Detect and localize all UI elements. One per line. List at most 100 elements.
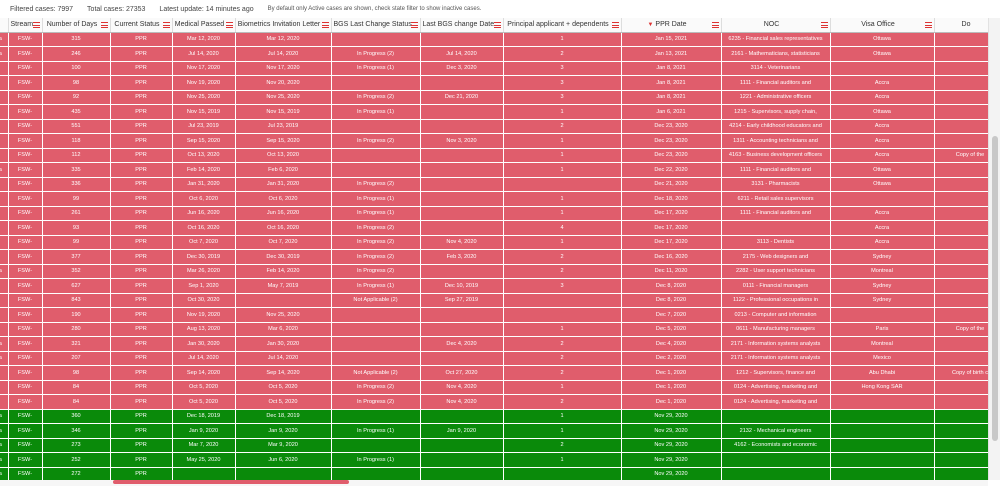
table-row[interactable]: FSW- 99 PPR Oct 6, 2020 Oct 6, 2020 In Progre… (0, 191, 988, 207)
table-cell: FSW- (8, 61, 43, 76)
column-header-2[interactable]: Number of Days (42, 18, 111, 33)
table-row[interactable]: FSW- 261 PPR Jun 16, 2020 Jun 16, 2020 In Pro… (0, 206, 988, 221)
table-cell: a (0, 467, 9, 480)
table-cell (0, 191, 9, 207)
table-cell: FSW- (8, 438, 43, 453)
column-header-11[interactable]: Visa Office (830, 18, 935, 33)
column-header-9[interactable]: ▼ PPR Date (621, 18, 722, 33)
vertical-scrollbar-thumb[interactable] (992, 136, 998, 441)
table-cell: Montreal (830, 264, 935, 279)
table-row[interactable]: FSW- 93 PPR Oct 16, 2020 Oct 16, 2020 In Prog… (0, 220, 988, 236)
table-cell: In Progress (2) (331, 177, 421, 192)
column-header-4[interactable]: Medical Passed (172, 18, 236, 33)
column-header-5[interactable]: Biometrics Invitation Letter (235, 18, 332, 33)
table-cell: Dec 17, 2020 (621, 235, 722, 250)
column-header-12[interactable]: Do (934, 18, 988, 33)
table-cell (420, 177, 504, 192)
table-cell: Sydney (830, 293, 935, 308)
table-cell: 118 (42, 133, 111, 149)
table-cell: Dec 11, 2020 (621, 264, 722, 279)
table-row[interactable]: FSW- 190 PPR Nov 19, 2020 Nov 25, 2020 Dec 7,… (0, 307, 988, 323)
table-cell (830, 61, 935, 76)
vertical-scrollbar[interactable] (988, 18, 1000, 480)
table-row[interactable]: FSW- 118 PPR Sep 15, 2020 Sep 15, 2020 In Pro… (0, 133, 988, 149)
table-row[interactable]: FSW- 627 PPR Sep 1, 2020 May 7, 2019 In Progr… (0, 278, 988, 294)
column-menu-icon[interactable] (32, 22, 40, 28)
table-cell: In Progress (1) (331, 423, 421, 439)
table-cell: PPR (110, 452, 173, 468)
table-cell: 99 (42, 235, 111, 250)
table-cell: Nov 19, 2020 (172, 307, 236, 323)
column-menu-icon[interactable] (711, 22, 719, 28)
table-row[interactable]: FSW- 336 PPR Jan 31, 2020 Jan 31, 2020 In Pro… (0, 177, 988, 192)
column-header-0[interactable] (0, 18, 9, 33)
table-cell: 3 (503, 75, 622, 91)
horizontal-scrollbar[interactable] (0, 480, 988, 486)
table-cell: PPR (110, 119, 173, 134)
column-header-8[interactable]: Principal applicant + dependents (503, 18, 622, 33)
table-row[interactable]: FSW- 98 PPR Nov 19, 2020 Nov 20, 2020 3 Jan 8,… (0, 75, 988, 91)
table-cell (0, 249, 9, 265)
column-menu-icon[interactable] (100, 22, 108, 28)
column-header-7[interactable]: Last BGS change Date (420, 18, 504, 33)
column-menu-icon[interactable] (820, 22, 828, 28)
table-cell: 3 (503, 61, 622, 76)
table-cell (331, 32, 421, 47)
table-cell: Not Applicable (2) (331, 293, 421, 308)
column-menu-icon[interactable] (225, 22, 233, 28)
column-header-6[interactable]: BGS Last Change Status (331, 18, 421, 33)
table-row[interactable]: FSW- 551 PPR Jul 23, 2019 Jul 23, 2019 2 Dec 2… (0, 119, 988, 134)
table-cell: 1122 - Professional occupations in (721, 293, 831, 308)
table-cell (0, 119, 9, 134)
table-cell: May 7, 2019 (235, 278, 332, 294)
table-cell: Nov 29, 2020 (621, 452, 722, 468)
table-row[interactable]: FSW- 99 PPR Oct 7, 2020 Oct 7, 2020 In Progre… (0, 235, 988, 250)
table-cell: 321 (42, 336, 111, 352)
column-menu-icon[interactable] (162, 22, 170, 28)
column-header-10[interactable]: NOC (721, 18, 831, 33)
table-cell: Sydney (830, 278, 935, 294)
table-cell: 252 (42, 452, 111, 468)
table-cell (0, 148, 9, 163)
table-cell: Dec 21, 2020 (621, 177, 722, 192)
table-cell: Ottawa (830, 46, 935, 62)
table-row[interactable]: FSW- 100 PPR Nov 17, 2020 Nov 17, 2020 In Pro… (0, 61, 988, 76)
table-row[interactable]: FSW- 92 PPR Nov 25, 2020 Nov 25, 2020 In Prog… (0, 90, 988, 105)
table-row[interactable]: FSW- 98 PPR Sep 14, 2020 Sep 14, 2020 Not App… (0, 365, 988, 381)
table-cell: 98 (42, 75, 111, 91)
column-menu-icon[interactable] (611, 22, 619, 28)
table-cell: a (0, 32, 9, 47)
column-menu-icon[interactable] (924, 22, 932, 28)
horizontal-scrollbar-thumb[interactable] (113, 480, 349, 484)
table-row[interactable]: FSW- 112 PPR Oct 13, 2020 Oct 13, 2020 1 Dec 2… (0, 148, 988, 163)
table-cell: 1 (503, 162, 622, 178)
table-row[interactable]: FSW- 377 PPR Dec 30, 2019 Dec 30, 2019 In Pro… (0, 249, 988, 265)
table-cell: 1221 - Administrative officers (721, 90, 831, 105)
table-row[interactable]: FSW- 435 PPR Nov 15, 2019 Nov 15, 2019 In Pro… (0, 104, 988, 120)
column-header-1[interactable]: Stream (8, 18, 43, 33)
table-cell (934, 46, 988, 62)
column-menu-icon[interactable] (493, 22, 501, 28)
column-menu-icon[interactable] (321, 22, 329, 28)
table-cell: Nov 4, 2020 (420, 235, 504, 250)
table-cell: 335 (42, 162, 111, 178)
table-row[interactable]: FSW- 84 PPR Oct 5, 2020 Oct 5, 2020 In Progre… (0, 394, 988, 410)
table-row[interactable]: FSW- 280 PPR Aug 13, 2020 Mar 6, 2020 1 Dec 5,… (0, 322, 988, 337)
table-cell: 0611 - Manufacturing managers (721, 322, 831, 337)
table-row[interactable]: FSW- 843 PPR Oct 30, 2020 Not Applicable (2)… (0, 293, 988, 308)
table-cell: Sep 15, 2020 (172, 133, 236, 149)
table-row[interactable]: FSW- 84 PPR Oct 5, 2020 Oct 5, 2020 In Progre… (0, 380, 988, 395)
column-menu-icon[interactable] (410, 22, 418, 28)
column-header-3[interactable]: Current Status (110, 18, 173, 33)
